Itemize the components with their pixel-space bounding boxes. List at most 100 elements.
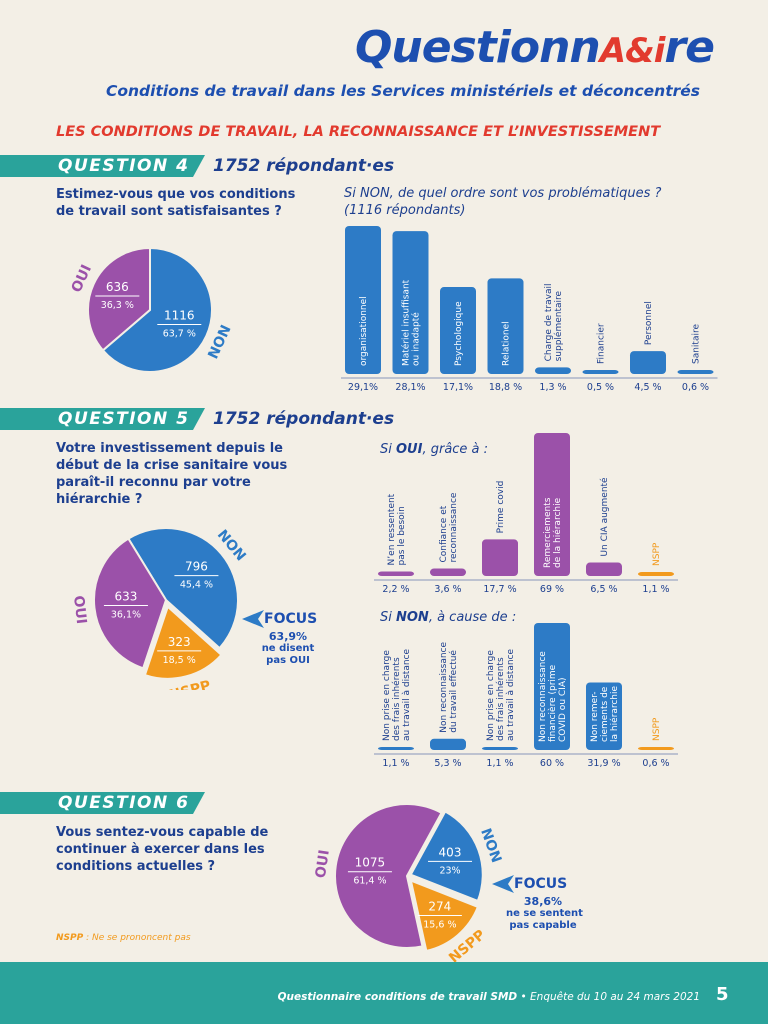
q5-pie-name-oui: OUI: [70, 595, 89, 625]
q5-oui-bars-category-0-1: pas le besoin: [397, 506, 407, 565]
q6-pie-pct-non: 23%: [439, 865, 460, 876]
nspp-note: NSPP : Ne se prononcent pas: [56, 933, 191, 943]
q5-non-bars-category-2-2: au travail à distance: [506, 648, 516, 741]
footer-text-rest: • Enquête du 10 au 24 mars 2021: [517, 991, 700, 1003]
q4-bars-value-4: 1,3 %: [539, 382, 566, 393]
q5-oui-bars-category-4-0: Un CIA augmenté: [599, 477, 610, 557]
q5-focus-arrow-icon: [242, 610, 264, 628]
q5-pie-count-nspp: 323: [168, 635, 191, 649]
q6-focus-arrow-icon: [492, 875, 514, 893]
q4-bar-chart: organisationnel 29,1% Matériel insuffisant…: [341, 226, 718, 393]
q6-pie-count-non: 403: [439, 845, 462, 859]
question-5-count: 1752 répondant·es: [213, 409, 395, 429]
nspp-text: : Ne se prononcent pas: [83, 933, 191, 943]
q4-pie-slice-non: [101, 246, 213, 373]
q6-pie-pct-nspp: 15,6 %: [423, 920, 456, 931]
q5-non-bars-category-2-0: Non prise en charge: [486, 650, 496, 741]
q5-non-bars-value-5: 0,6 %: [642, 758, 669, 769]
q4-bars-value-2: 17,1%: [443, 382, 473, 393]
q5-oui-title-prefix: Si: [380, 442, 396, 457]
q5-oui-bars-category-3-1: de la hiérarchie: [552, 497, 563, 568]
q5-non-bars-value-4: 31,9 %: [587, 758, 620, 769]
q5-non-bars-bar-5: [638, 747, 674, 750]
q5-non-bars-category-3-2: COVID ou CIA): [558, 678, 568, 743]
q5-oui-bar-chart: N’en ressentent pas le besoin 2,2 % Confian…: [374, 433, 678, 595]
q5-non-bars-category-4-1: ciements de: [600, 686, 610, 742]
q4-bars-bar-3: [487, 278, 524, 374]
q4-bars-bar-0: [345, 226, 381, 374]
q5-non-title: Si NON, à cause de :: [380, 610, 516, 626]
q4-bars-category-4-1: supplémentaire: [553, 290, 564, 361]
q5-oui-bars-bar-5: [638, 572, 674, 576]
q5-oui-title-suffix: , grâce à :: [422, 442, 489, 457]
q6-focus-pct: 38,6%: [523, 895, 563, 908]
q4-bars-category-6-0: Personnel: [644, 301, 654, 345]
q5-non-title-strong: NON: [396, 610, 429, 625]
question-5-label: QUESTION 5: [58, 409, 190, 429]
q5-oui-bars-value-4: 6,5 %: [590, 584, 617, 595]
q5-oui-bars-category-2-0: Prime covid: [496, 481, 506, 534]
q5-non-bars-bar-0: [378, 747, 414, 750]
q4-bars-value-7: 0,6 %: [682, 382, 709, 393]
q5-non-bars-category-1-0: Non reconnaissance: [439, 642, 449, 733]
q5-oui-bars-bar-1: [430, 568, 466, 576]
q5-focus-pct: 63,9%: [268, 630, 308, 643]
q5-oui-bars-category-1-1: reconnaissance: [449, 492, 459, 562]
footer-band: [0, 962, 768, 1024]
q5-focus-word: FOCUS: [264, 611, 318, 627]
q5-focus-line-1: ne disent: [261, 643, 315, 654]
q5-oui-bars-category-1-0: Confiance et: [439, 505, 449, 562]
nspp-abbr: NSPP: [56, 933, 84, 943]
q4-pie-pct-non: 63,7 %: [163, 328, 196, 339]
q5-non-bar-chart: Non prise en charge des frais inhérents au…: [374, 623, 678, 769]
q4-bars-value-5: 0,5 %: [587, 382, 614, 393]
q4-pie-pct-oui: 36,3 %: [101, 300, 134, 311]
q4-bars-bar-5: [582, 370, 619, 374]
q5-non-bars-category-2-1: des frais inhérents: [495, 657, 506, 741]
q4-pie-count-non: 1116: [164, 308, 195, 322]
q5-oui-bars-category-5-0: NSPP: [652, 542, 662, 566]
q5-oui-bars-value-0: 2,2 %: [382, 584, 409, 595]
q5-non-bars-bar-3: [534, 623, 570, 750]
q4-bars-title: Si NON, de quel ordre sont vos problémat…: [344, 186, 662, 201]
question-6-label: QUESTION 6: [58, 793, 190, 813]
q4-bars-value-0: 29,1%: [348, 382, 378, 393]
q4-bars-bar-2: [440, 287, 476, 374]
q5-non-bars-category-0-1: des frais inhérents: [391, 657, 402, 741]
q5-oui-bars-bar-2: [482, 539, 518, 576]
question-6-band: [0, 792, 205, 814]
q6-pie-slice-non: [409, 810, 484, 903]
q5-focus-text: 63,9% ne disent pas OUI: [256, 631, 320, 667]
q5-oui-title-strong: OUI: [396, 442, 423, 457]
question-4-count: 1752 répondant·es: [213, 156, 395, 176]
q4-bars-bar-6: [630, 351, 666, 374]
section-title: LES CONDITIONS DE TRAVAIL, LA RECONNAISS…: [56, 124, 661, 140]
q5-non-bars-bar-1: [430, 738, 466, 750]
page-number: 5: [716, 984, 729, 1005]
q4-bars-category-4-0: Charge de travail: [544, 284, 554, 362]
questionnaire-logo: QuestionnA&ire: [355, 22, 715, 73]
q5-non-bars-category-0-0: Non prise en charge: [382, 650, 392, 741]
q5-pie-pct-non: 45,4 %: [180, 580, 213, 591]
q5-pie-count-oui: 633: [114, 590, 137, 604]
question-4-text: Estimez-vous que vos conditions de trava…: [56, 187, 296, 219]
q5-non-title-prefix: Si: [380, 610, 396, 625]
question-6-text: Vous sentez-vous capable de continuer à …: [56, 825, 269, 874]
q5-non-title-suffix: , à cause de :: [428, 610, 517, 625]
footer-text-bold: Questionnaire conditions de travail SMD: [277, 991, 518, 1003]
q5-pie-pct-oui: 36,1%: [111, 610, 141, 621]
q5-pie-pct-nspp: 18,5 %: [163, 655, 196, 666]
q4-pie-count-oui: 636: [106, 280, 129, 294]
q6-pie-count-nspp: 274: [428, 900, 451, 914]
q4-bars-value-1: 28,1%: [395, 382, 425, 393]
q4-bars-bar-4: [535, 367, 571, 374]
footer-text: Questionnaire conditions de travail SMD …: [0, 991, 700, 1003]
q6-pie-name-oui: OUI: [313, 849, 333, 879]
q5-non-bars-category-5-0: NSPP: [652, 717, 662, 741]
q5-non-bars-value-2: 1,1 %: [486, 758, 513, 769]
q5-non-bars-category-0-2: au travail à distance: [402, 648, 412, 741]
q5-pie-slice-oui: [93, 537, 168, 670]
